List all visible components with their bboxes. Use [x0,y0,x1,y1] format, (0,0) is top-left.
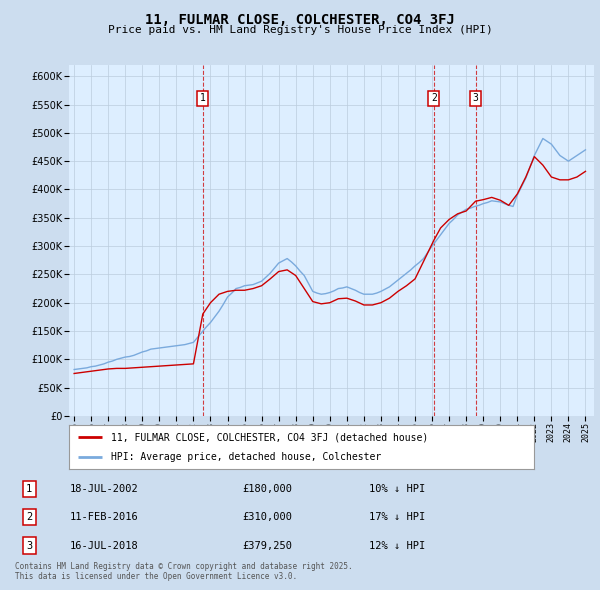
Text: 11, FULMAR CLOSE, COLCHESTER, CO4 3FJ: 11, FULMAR CLOSE, COLCHESTER, CO4 3FJ [145,13,455,27]
Text: 3: 3 [26,540,32,550]
Text: 10% ↓ HPI: 10% ↓ HPI [369,484,425,494]
Text: 2: 2 [431,93,437,103]
Text: Contains HM Land Registry data © Crown copyright and database right 2025.
This d: Contains HM Land Registry data © Crown c… [15,562,353,581]
Text: 11-FEB-2016: 11-FEB-2016 [70,512,139,522]
Text: 2: 2 [26,512,32,522]
Text: 1: 1 [200,93,206,103]
Text: 17% ↓ HPI: 17% ↓ HPI [369,512,425,522]
Text: 18-JUL-2002: 18-JUL-2002 [70,484,139,494]
Text: £180,000: £180,000 [242,484,292,494]
Text: Price paid vs. HM Land Registry's House Price Index (HPI): Price paid vs. HM Land Registry's House … [107,25,493,35]
Text: 16-JUL-2018: 16-JUL-2018 [70,540,139,550]
Text: 11, FULMAR CLOSE, COLCHESTER, CO4 3FJ (detached house): 11, FULMAR CLOSE, COLCHESTER, CO4 3FJ (d… [111,432,428,442]
Text: £379,250: £379,250 [242,540,292,550]
Text: 3: 3 [473,93,478,103]
Text: £310,000: £310,000 [242,512,292,522]
Text: 1: 1 [26,484,32,494]
Text: HPI: Average price, detached house, Colchester: HPI: Average price, detached house, Colc… [111,452,381,461]
Text: 12% ↓ HPI: 12% ↓ HPI [369,540,425,550]
